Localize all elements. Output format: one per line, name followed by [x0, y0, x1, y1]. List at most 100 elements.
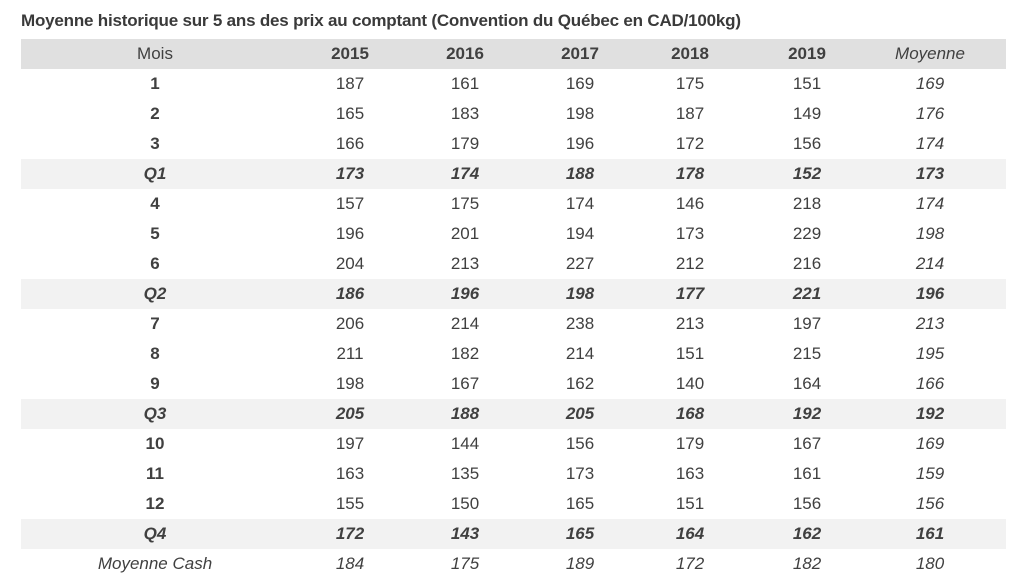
table-row: 12 155 150 165 151 156 156	[21, 489, 1006, 519]
table-cell: 182	[792, 554, 822, 573]
table-cell: 201	[450, 224, 480, 243]
table-cell: 156	[565, 434, 595, 453]
table-cell: 165	[565, 494, 595, 513]
table-cell: 214	[450, 314, 480, 333]
table-cell: 198	[565, 284, 595, 303]
table-cell: 162	[792, 524, 822, 543]
table-cell: 198	[335, 374, 365, 393]
table-cell: 192	[792, 404, 822, 423]
table-cell: 174	[915, 134, 945, 153]
row-label: Moyenne Cash	[97, 554, 213, 573]
table-cell: 175	[450, 554, 480, 573]
table-cell: 172	[675, 134, 705, 153]
row-label: 3	[150, 134, 160, 153]
row-label: 2	[150, 104, 160, 123]
table-cell: 176	[915, 104, 945, 123]
table-cell: 161	[450, 74, 480, 93]
table-cell: 213	[450, 254, 480, 273]
table-row: 9 198 167 162 140 164 166	[21, 369, 1006, 399]
table-cell: 183	[450, 104, 480, 123]
row-label: 9	[150, 374, 160, 393]
row-label: 12	[145, 494, 165, 513]
table-header-row: Mois 2015 2016 2017 2018 2019 Moyenne	[21, 39, 1006, 69]
table-cell: 187	[335, 74, 365, 93]
table-row: 7 206 214 238 213 197 213	[21, 309, 1006, 339]
table-cell: 168	[675, 404, 705, 423]
table-cell: 196	[915, 284, 945, 303]
table-cell: 174	[915, 194, 945, 213]
row-label: Q3	[143, 404, 167, 423]
table-cell: 227	[565, 254, 595, 273]
table-cell: 174	[565, 194, 595, 213]
row-label: 6	[150, 254, 160, 273]
table-cell: 184	[335, 554, 365, 573]
table-cell: 212	[675, 254, 705, 273]
table-cell: 164	[675, 524, 705, 543]
table-cell: 135	[450, 464, 480, 483]
table-cell: 169	[915, 434, 945, 453]
table-cell: 143	[450, 524, 480, 543]
row-label: Q1	[143, 164, 167, 183]
table-cell: 173	[565, 464, 595, 483]
table-cell: 152	[792, 164, 822, 183]
quarter-row: Q3 205 188 205 168 192 192	[21, 399, 1006, 429]
table-cell: 156	[792, 134, 822, 153]
row-label: 7	[150, 314, 160, 333]
table-cell: 205	[335, 404, 365, 423]
table-cell: 140	[675, 374, 705, 393]
table-cell: 151	[792, 74, 822, 93]
table-cell: 172	[675, 554, 705, 573]
table-cell: 151	[675, 494, 705, 513]
table-cell: 189	[565, 554, 595, 573]
quarter-row: Q1 173 174 188 178 152 173	[21, 159, 1006, 189]
table-cell: 196	[450, 284, 480, 303]
table-cell: 165	[335, 104, 365, 123]
table-cell: 188	[450, 404, 480, 423]
table-cell: 229	[792, 224, 822, 243]
table-cell: 165	[565, 524, 595, 543]
table-cell: 180	[915, 554, 945, 573]
table-cell: 214	[915, 254, 945, 273]
table-cell: 167	[792, 434, 822, 453]
table-cell: 162	[565, 374, 595, 393]
quarter-row: Q2 186 196 198 177 221 196	[21, 279, 1006, 309]
row-label: 8	[150, 344, 160, 363]
table-cell: 174	[450, 164, 480, 183]
table-cell: 173	[915, 164, 945, 183]
header-2018: 2018	[671, 44, 709, 63]
table-cell: 177	[675, 284, 705, 303]
table-cell: 186	[335, 284, 365, 303]
table-cell: 215	[792, 344, 822, 363]
table-cell: 163	[335, 464, 365, 483]
table-cell: 161	[792, 464, 822, 483]
header-2015: 2015	[331, 44, 369, 63]
header-2017: 2017	[561, 44, 599, 63]
table-cell: 173	[335, 164, 365, 183]
table-cell: 175	[675, 74, 705, 93]
table-cell: 169	[565, 74, 595, 93]
row-label: Q4	[143, 524, 167, 543]
header-mois: Mois	[137, 44, 173, 63]
table-cell: 179	[450, 134, 480, 153]
table-cell: 196	[335, 224, 365, 243]
table-cell: 144	[450, 434, 480, 453]
table-cell: 179	[675, 434, 705, 453]
row-label: 10	[145, 434, 165, 453]
table-cell: 156	[915, 494, 945, 513]
table-cell: 167	[450, 374, 480, 393]
table-cell: 173	[675, 224, 705, 243]
table-cell: 163	[675, 464, 705, 483]
table-cell: 157	[335, 194, 365, 213]
header-2016: 2016	[446, 44, 484, 63]
table-cell: 196	[565, 134, 595, 153]
table-cell: 187	[675, 104, 705, 123]
table-cell: 206	[335, 314, 365, 333]
average-row: Moyenne Cash 184 175 189 172 182 180	[21, 549, 1006, 579]
table-cell: 216	[792, 254, 822, 273]
table-cell: 198	[915, 224, 945, 243]
row-label: 4	[150, 194, 160, 213]
table-cell: 169	[915, 74, 945, 93]
table-cell: 161	[915, 524, 945, 543]
header-2019: 2019	[788, 44, 826, 63]
row-label: 11	[146, 464, 164, 483]
